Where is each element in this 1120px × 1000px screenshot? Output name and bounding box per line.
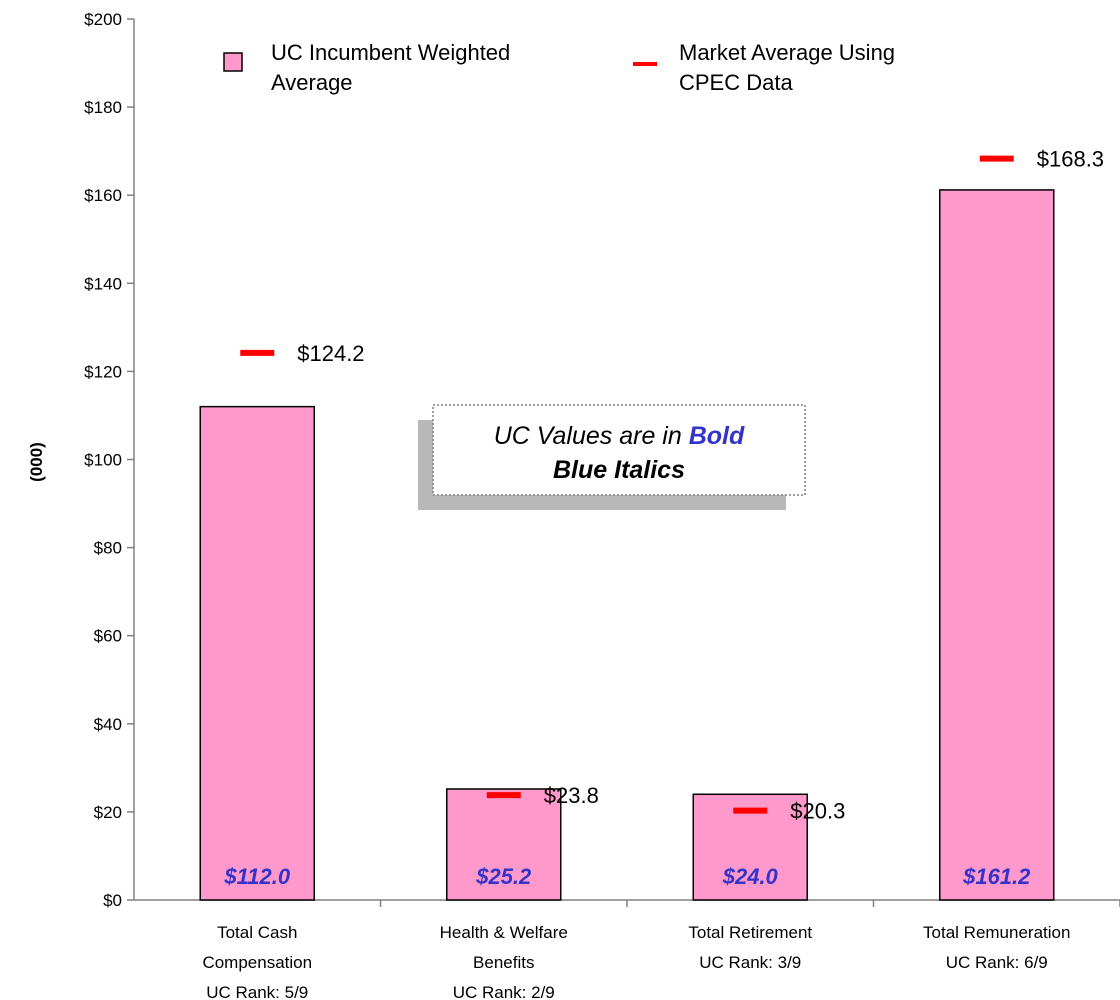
- category-label: Total Remuneration: [923, 923, 1070, 942]
- bar-value-label: $112.0: [223, 864, 290, 889]
- y-tick-label: $80: [94, 539, 122, 558]
- bar-uc-incumbent: [199, 405, 315, 901]
- category-label: Total Retirement: [688, 923, 812, 942]
- y-tick-label: $120: [84, 362, 122, 381]
- annotation-box: [432, 404, 806, 496]
- category-label: Benefits: [473, 953, 534, 972]
- category-label: UC Rank: 5/9: [206, 983, 308, 1000]
- market-value-label: $168.3: [1037, 147, 1104, 172]
- annotation-line-1: UC Values are in Bold: [494, 422, 745, 450]
- market-value-label: $23.8: [544, 783, 599, 808]
- legend-label-uc: Average: [271, 70, 353, 95]
- legend-label-market: CPEC Data: [679, 70, 793, 95]
- annotation-text: UC Values are in: [494, 422, 689, 450]
- y-tick-label: $20: [94, 803, 122, 822]
- bar-value-label: $25.2: [475, 864, 532, 889]
- category-label: UC Rank: 2/9: [453, 983, 555, 1000]
- market-value-label: $124.2: [297, 341, 364, 366]
- legend-label-uc: UC Incumbent Weighted: [271, 40, 510, 65]
- bar-value-label: $24.0: [722, 864, 779, 889]
- annotation-bold-text: Bold: [689, 422, 745, 450]
- y-tick-label: $200: [84, 10, 122, 29]
- annotation-line-2: Blue Italics: [553, 456, 685, 484]
- category-label: Compensation: [202, 953, 312, 972]
- y-tick-label: $160: [84, 186, 122, 205]
- y-tick-label: $0: [103, 891, 122, 910]
- y-tick-label: $40: [94, 715, 122, 734]
- legend-label-market: Market Average Using: [679, 40, 895, 65]
- bar-value-label: $161.2: [962, 864, 1031, 889]
- category-label: UC Rank: 6/9: [946, 953, 1048, 972]
- y-axis-label: (000): [27, 442, 46, 482]
- legend-swatch-uc: [223, 52, 243, 72]
- bar-uc-incumbent: [446, 788, 562, 901]
- category-label: Total Cash: [217, 923, 297, 942]
- bar-uc-incumbent: [939, 189, 1055, 901]
- y-tick-label: $180: [84, 98, 122, 117]
- y-tick-label: $60: [94, 627, 122, 646]
- category-label: Health & Welfare: [440, 923, 568, 942]
- y-tick-label: $100: [84, 451, 122, 470]
- category-label: UC Rank: 3/9: [699, 953, 801, 972]
- market-value-label: $20.3: [790, 799, 845, 824]
- y-tick-label: $140: [84, 274, 122, 293]
